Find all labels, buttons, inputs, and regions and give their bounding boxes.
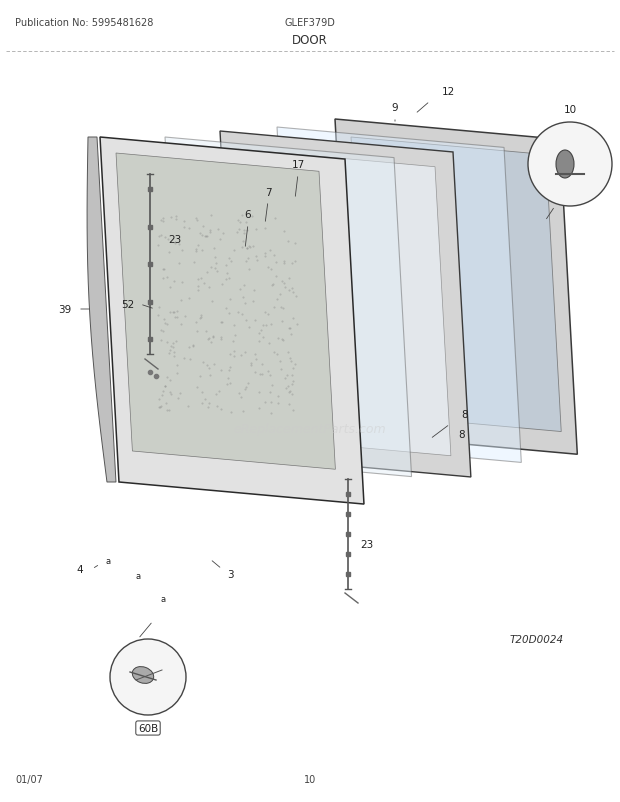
Text: a: a [135, 572, 141, 581]
Ellipse shape [132, 666, 154, 683]
Polygon shape [248, 281, 342, 375]
Text: 4: 4 [77, 565, 83, 574]
Text: a: a [161, 595, 166, 604]
Text: 10: 10 [564, 105, 577, 115]
Text: 01/07: 01/07 [15, 774, 43, 784]
Text: 12: 12 [441, 87, 454, 97]
Text: 6: 6 [245, 210, 251, 220]
Circle shape [110, 639, 186, 715]
Circle shape [528, 123, 612, 207]
Text: eReplacementParts.com: eReplacementParts.com [234, 423, 386, 436]
Text: 8: 8 [462, 410, 468, 419]
Text: T20D0024: T20D0024 [510, 634, 564, 644]
Polygon shape [220, 132, 471, 477]
Text: a: a [105, 557, 110, 565]
Polygon shape [165, 138, 412, 477]
Polygon shape [87, 138, 116, 482]
Text: 9: 9 [392, 103, 398, 113]
Text: GLEF379D: GLEF379D [285, 18, 335, 28]
Text: 17: 17 [291, 160, 304, 170]
Polygon shape [116, 154, 335, 470]
Text: Publication No: 5995481628: Publication No: 5995481628 [15, 18, 153, 28]
Text: 10: 10 [304, 774, 316, 784]
Polygon shape [100, 138, 364, 504]
Polygon shape [238, 150, 451, 456]
Polygon shape [351, 138, 561, 432]
Text: 39: 39 [58, 305, 72, 314]
Polygon shape [335, 119, 577, 455]
Text: DOOR: DOOR [292, 34, 328, 47]
Text: 60B: 60B [138, 723, 158, 733]
Text: 3: 3 [227, 569, 233, 579]
Text: 8: 8 [459, 429, 466, 439]
Ellipse shape [556, 151, 574, 179]
Polygon shape [277, 128, 521, 463]
Text: 23: 23 [168, 235, 181, 245]
Text: 7: 7 [265, 188, 272, 198]
Text: 52: 52 [122, 300, 135, 310]
Text: 23: 23 [360, 539, 373, 549]
